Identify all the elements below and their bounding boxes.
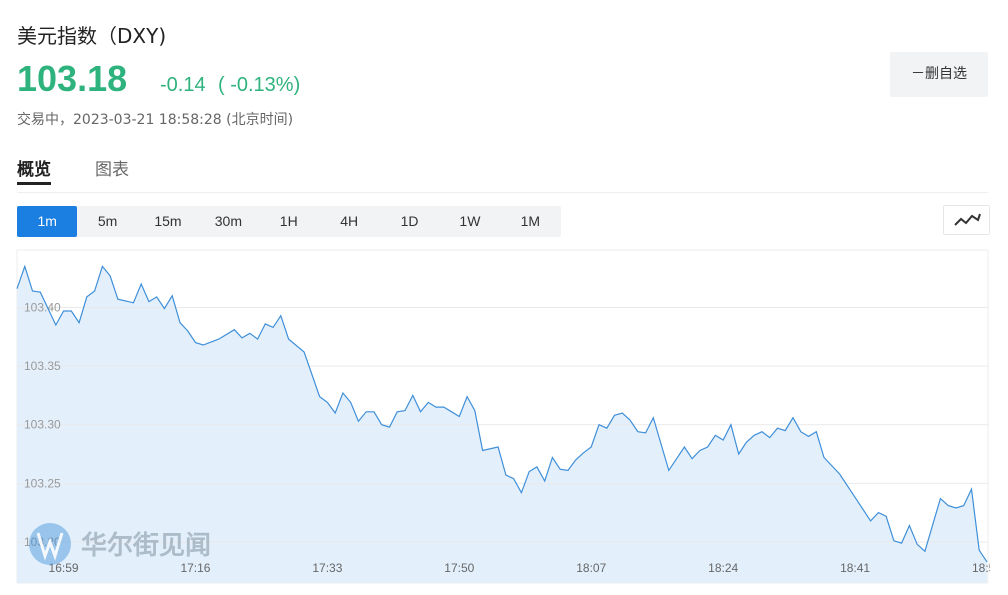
y-tick-label: 103.40 xyxy=(24,300,61,314)
price: 103.18 xyxy=(17,58,128,99)
status: 交易中，2023-03-21 18:58:28 (北京时间) xyxy=(17,112,294,128)
x-tick-label: 17:33 xyxy=(312,561,342,575)
y-tick-label: 103.30 xyxy=(24,418,61,432)
interval-bar: 1m 5m 15m 30m 1H 4H 1D 1W 1M xyxy=(17,206,561,237)
interval-button[interactable]: 15m xyxy=(154,213,182,229)
change: -0.14 xyxy=(160,74,206,96)
divider xyxy=(17,192,988,193)
line xyxy=(16,264,988,563)
interval-button[interactable]: 1m xyxy=(17,206,78,237)
interval-button[interactable]: 5m xyxy=(97,213,118,229)
watermark-logo-mark xyxy=(36,532,64,561)
tab[interactable]: 概览 xyxy=(17,155,51,191)
interval-button[interactable]: 30m xyxy=(214,213,242,229)
tab[interactable]: 图表 xyxy=(95,160,129,180)
change-pct: ( -0.13%) xyxy=(218,74,301,96)
x-tick-label: 17:16 xyxy=(180,561,210,575)
watchlist-button[interactable]: －删自选 xyxy=(890,52,988,97)
interval-button[interactable]: 1D xyxy=(400,213,419,229)
watermark: 华尔街见闻 xyxy=(81,530,211,560)
x-tick-label: 16:59 xyxy=(49,561,79,575)
x-tick-label: 17:50 xyxy=(444,561,474,575)
title: 美元指数（DXY) xyxy=(17,24,167,48)
x-tick-label: 18:58 xyxy=(972,561,990,575)
y-tick-label: 103.35 xyxy=(24,359,61,373)
x-tick-label: 18:07 xyxy=(576,561,606,575)
tabs: 概览 图表 xyxy=(17,155,129,192)
interval-button[interactable]: 1H xyxy=(279,213,298,229)
chart-style-button[interactable] xyxy=(943,205,990,235)
line-icon xyxy=(954,213,981,226)
interval-button[interactable]: 1W xyxy=(459,213,481,229)
x-tick-label: 18:24 xyxy=(708,561,738,575)
x-tick-label: 18:41 xyxy=(840,561,870,575)
interval-button[interactable]: 1M xyxy=(520,213,541,229)
area xyxy=(17,266,987,583)
interval-button[interactable]: 4H xyxy=(340,213,359,229)
y-tick-label: 103.25 xyxy=(24,476,61,490)
